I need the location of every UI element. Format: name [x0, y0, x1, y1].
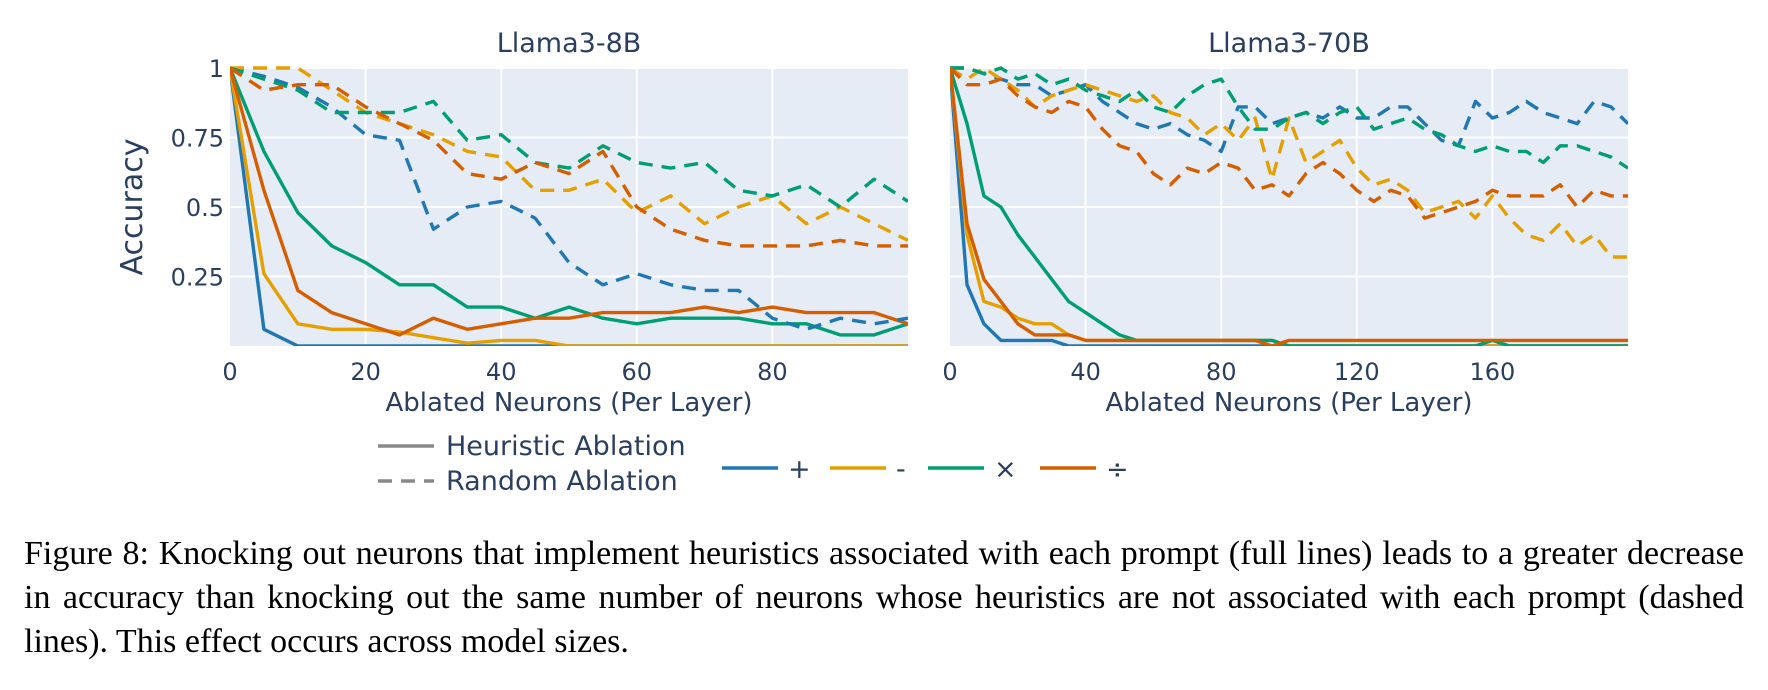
series-line-random [950, 66, 1628, 220]
legend: Heuristic Ablation Random Ablation + - × ÷ [378, 431, 1129, 497]
series-line-heuristic [950, 67, 1628, 346]
series-group [950, 66, 1628, 346]
x-tick-label: 20 [350, 358, 381, 386]
legend-op-label: ÷ [1106, 454, 1129, 485]
figure: Llama3-8B 0 20 40 60 80 0.25 0.5 0.75 1 Ablated Ne… [115, 28, 1628, 497]
y-tick-label: 0.25 [171, 264, 224, 292]
x-tick-label: 80 [757, 358, 788, 386]
legend-op-label: + [788, 454, 811, 485]
series-line-random [950, 66, 1628, 154]
x-tick-label: 60 [622, 358, 653, 386]
chart-title: Llama3-70B [1208, 28, 1370, 59]
series-line-heuristic [230, 67, 908, 337]
y-tick-label: 0.75 [171, 125, 224, 153]
x-tick-label: 160 [1469, 358, 1515, 386]
x-tick-label: 120 [1334, 358, 1380, 386]
series-line-random [230, 66, 908, 242]
legend-op-label: - [896, 454, 906, 485]
series-line-heuristic [230, 67, 908, 346]
legend-style-label: Heuristic Ablation [446, 431, 686, 462]
series-line-random [950, 66, 1628, 170]
series-line-random [230, 66, 908, 331]
figure-caption: Figure 8: Knocking out neurons that impl… [24, 535, 1744, 660]
x-tick-label: 80 [1206, 358, 1237, 386]
legend-style-label: Random Ablation [446, 466, 678, 497]
y-axis-label: Accuracy [115, 139, 150, 276]
y-tick-label: 0.5 [186, 194, 224, 222]
series-line-random [950, 66, 1628, 259]
series-line-heuristic [950, 67, 1628, 346]
series-line-random [230, 66, 908, 209]
chart-panel-0: Llama3-8B 0 20 40 60 80 0.25 0.5 0.75 1 Ablated Ne… [115, 28, 908, 418]
x-tick-label: 40 [1070, 358, 1101, 386]
series-line-heuristic [950, 67, 1628, 346]
series-line-heuristic [230, 67, 908, 337]
series-line-heuristic [950, 67, 1628, 346]
x-tick-label: 0 [222, 358, 237, 386]
x-tick-label: 40 [486, 358, 517, 386]
x-axis-label: Ablated Neurons (Per Layer) [385, 388, 752, 418]
series-line-random [230, 66, 908, 248]
legend-op-label: × [994, 454, 1017, 485]
chart-title: Llama3-8B [497, 28, 642, 59]
x-tick-label: 0 [942, 358, 957, 386]
x-axis-label: Ablated Neurons (Per Layer) [1105, 388, 1472, 418]
y-tick-label: 1 [209, 55, 224, 83]
series-group [230, 66, 908, 346]
